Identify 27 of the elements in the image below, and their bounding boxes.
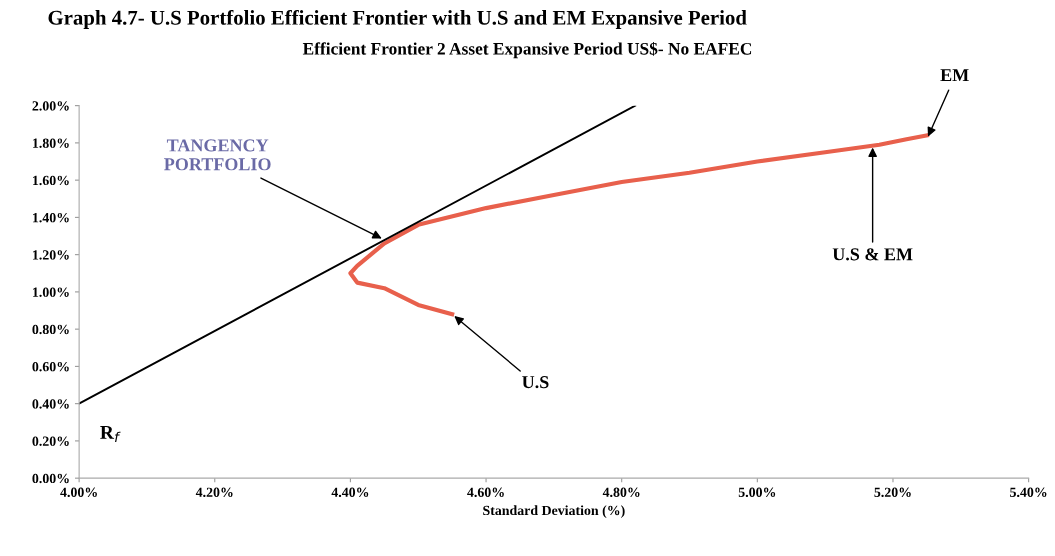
y-tick-label: 1.40% [33, 212, 69, 223]
x-tick-label: 4.20% [195, 487, 233, 498]
y-tick-label: 0.80% [32, 324, 69, 335]
y-tick-label: 1.60% [33, 175, 69, 186]
y-tick-label: 0.40% [32, 399, 69, 409]
x-tick-label: 5.20% [874, 487, 911, 498]
x-tick-label: 5.40% [1010, 487, 1047, 498]
x-tick-label: 4.80% [602, 487, 640, 498]
x-tick-label: 4.40% [331, 487, 369, 498]
annotation: EM [940, 69, 969, 82]
y-tick-label: 1.80% [33, 138, 69, 148]
y-tick-label: 0.00% [32, 473, 69, 484]
chart-title: Graph 4.7- U.S Portfolio Efficient Frontier with U.S and EM Expansive Period [48, 9, 747, 30]
y-tick-label: 2.00% [32, 101, 69, 111]
chart-subtitle: Efficient Frontier 2 Asset Expansive Period US$- No EAFEC [302, 41, 752, 59]
annotation: U.S & EM [832, 248, 913, 261]
annotation: TANGENCY PORTFOLIO [164, 139, 271, 171]
x-tick-label: 5.00% [738, 487, 776, 498]
y-tick-label: 1.20% [33, 250, 69, 260]
x-axis-title: Standard Deviation (%) [483, 505, 625, 518]
annotation: R$_{f}$ [100, 426, 121, 442]
x-tick-label: 4.60% [467, 487, 504, 498]
y-tick-label: 1.00% [33, 287, 69, 297]
annotation: U.S [522, 376, 549, 389]
x-tick-label: 4.00% [60, 487, 97, 498]
y-tick-label: 0.60% [32, 361, 69, 372]
y-tick-label: 0.20% [32, 436, 69, 446]
